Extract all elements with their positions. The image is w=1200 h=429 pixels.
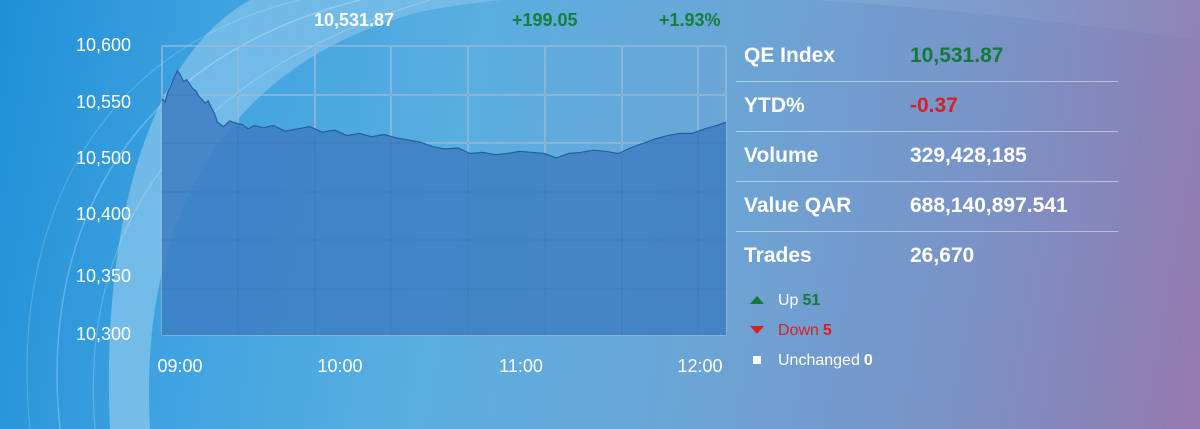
stat-label: Trades xyxy=(744,244,812,267)
header-index-percent: +1.93% xyxy=(659,10,721,30)
stat-value: 688,140,897.541 xyxy=(910,194,1068,217)
stat-value: 329,428,185 xyxy=(910,144,1027,167)
breadth-down-text: Down 5 xyxy=(778,322,832,340)
y-tick-label: 10,400 xyxy=(76,204,131,224)
stat-value: 26,670 xyxy=(910,244,975,267)
stat-row-ytd: YTD% -0.37 xyxy=(736,82,1118,132)
stat-label: Volume xyxy=(744,144,819,167)
up-arrow-icon xyxy=(750,296,764,304)
swirl-highlight xyxy=(108,0,1200,429)
x-tick-label: 12:00 xyxy=(677,356,722,376)
stat-row-value-qar: Value QAR 688,140,897.541 xyxy=(736,182,1118,232)
y-axis-ticks: 10,600 10,550 10,500 10,400 10,350 10,300 xyxy=(76,35,131,344)
header-index-change: +199.05 xyxy=(512,10,578,30)
y-tick-label: 10,550 xyxy=(76,92,131,112)
index-line-series xyxy=(161,69,727,159)
breadth-up-label: Up xyxy=(778,292,799,309)
breadth-unchanged-text: Unchanged 0 xyxy=(778,352,873,370)
swirl-line-3 xyxy=(92,0,431,429)
y-tick-label: 10,350 xyxy=(76,266,131,286)
x-tick-label: 09:00 xyxy=(157,356,202,376)
breadth-up-text: Up 51 xyxy=(778,292,820,310)
x-axis-ticks: 09:00 10:00 11:00 12:00 xyxy=(157,356,722,376)
stats-table: QE Index 10,531.87 YTD% -0.37 Volume 329… xyxy=(736,32,1118,281)
breadth-unchanged-label: Unchanged xyxy=(778,352,860,369)
stat-row-volume: Volume 329,428,185 xyxy=(736,132,1118,182)
chart-grid-overlay xyxy=(161,45,727,336)
x-tick-label: 11:00 xyxy=(499,356,543,376)
header-index-value: 10,531.87 xyxy=(314,10,395,30)
breadth-down-label: Down xyxy=(778,322,819,339)
y-tick-label: 10,600 xyxy=(76,35,131,55)
unchanged-square-icon xyxy=(753,356,761,364)
swirl-line-2 xyxy=(26,0,301,429)
y-tick-label: 10,500 xyxy=(76,148,131,168)
down-arrow-icon xyxy=(750,326,764,334)
y-tick-label: 10,300 xyxy=(76,324,131,344)
stat-value: -0.37 xyxy=(910,94,958,117)
stat-row-qe-index: QE Index 10,531.87 xyxy=(736,32,1118,82)
stat-row-trades: Trades 26,670 xyxy=(736,232,1118,281)
x-tick-label: 10:00 xyxy=(317,356,362,376)
index-area-series xyxy=(162,70,726,335)
breadth-up-count: 51 xyxy=(802,292,821,309)
breadth-unchanged-count: 0 xyxy=(863,352,873,369)
stat-label: YTD% xyxy=(744,94,805,117)
swirl-line-1 xyxy=(56,0,361,429)
stat-label: QE Index xyxy=(744,44,836,67)
stat-label: Value QAR xyxy=(744,194,852,217)
stat-value: 10,531.87 xyxy=(910,44,1004,67)
breadth-down-count: 5 xyxy=(822,322,832,339)
